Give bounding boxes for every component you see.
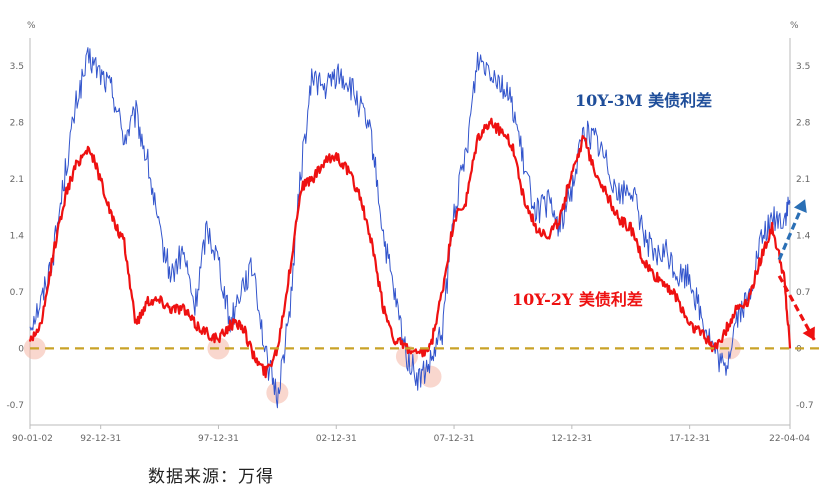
source-note: 数据来源：万得 — [148, 467, 274, 487]
trend-arrow-up-head — [793, 199, 807, 214]
y-tick-label-right: 2.1 — [796, 175, 810, 185]
y-tick-label-right: -0.7 — [796, 401, 814, 411]
y-tick-label-left: 0.7 — [10, 288, 24, 298]
right-unit-label: % — [790, 21, 799, 31]
y-tick-label-right: 2.8 — [796, 119, 811, 129]
chart-axes: % % — [27, 21, 799, 426]
y-tick-label-right: 1.4 — [796, 232, 811, 242]
x-tick-labels: 90-01-02 92-12-31 97-12-31 02-12-31 07-12-31… — [12, 425, 810, 444]
right-y-tick-labels: -0.700.71.42.12.83.5 — [796, 62, 814, 411]
x-tick-label: 17-12-31 — [669, 434, 710, 444]
x-tick-label: 12-12-31 — [551, 434, 592, 444]
y-tick-label-left: 2.8 — [10, 119, 25, 129]
inversion-highlight — [266, 381, 289, 404]
series-line-10y-2y — [28, 117, 792, 379]
y-tick-label-left: 1.4 — [10, 232, 25, 242]
y-tick-label-right: 3.5 — [796, 62, 810, 72]
y-tick-label-right: 0.7 — [796, 288, 810, 298]
series-line-10y-3m — [29, 47, 791, 409]
y-tick-label-left: -0.7 — [6, 401, 24, 411]
trend-arrow-down-head — [802, 326, 815, 341]
label-10y-2y: 10Y-2Y 美债利差 — [512, 290, 643, 309]
inversion-highlight — [718, 337, 741, 360]
x-tick-label: 92-12-31 — [80, 434, 121, 444]
y-tick-label-left: 2.1 — [10, 175, 24, 185]
series-layer — [28, 47, 792, 409]
label-10y-3m: 10Y-3M 美债利差 — [575, 91, 712, 110]
x-tick-label: 90-01-02 — [12, 434, 53, 444]
x-tick-label: 97-12-31 — [198, 434, 239, 444]
y-tick-label-left: 3.5 — [10, 62, 24, 72]
x-tick-label: 07-12-31 — [434, 434, 475, 444]
left-y-tick-labels: -0.7 0 0.7 1.4 2.1 2.8 3.5 — [6, 62, 24, 411]
x-tick-label: 02-12-31 — [316, 434, 357, 444]
trend-arrows — [777, 198, 816, 342]
y-tick-label-left: 0 — [18, 344, 24, 354]
left-unit-label: % — [27, 21, 36, 31]
trend-arrow-down-shaft — [777, 275, 816, 342]
x-tick-label: 22-04-04 — [769, 434, 810, 444]
